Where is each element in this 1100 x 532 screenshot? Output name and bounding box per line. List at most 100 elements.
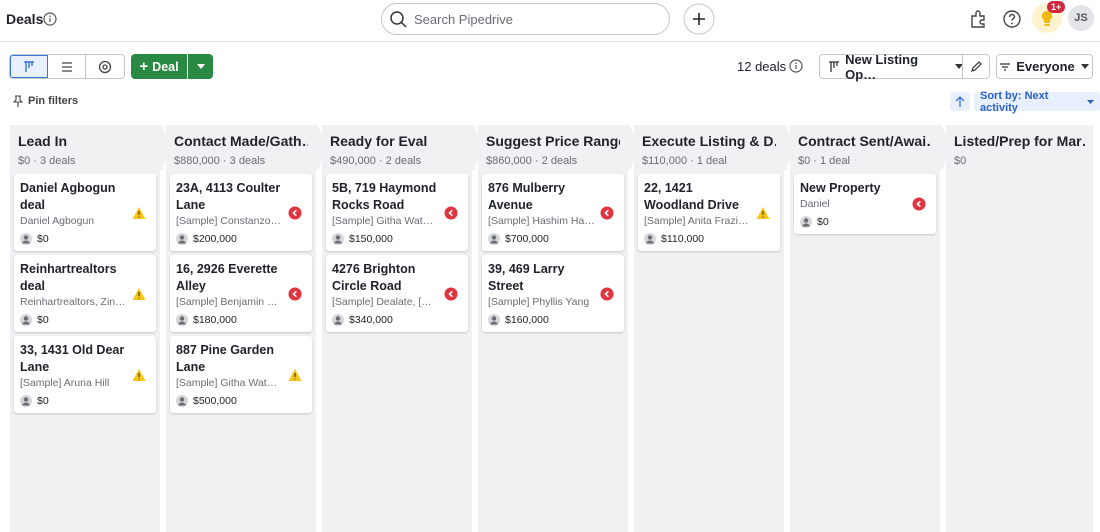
add-deal-menu[interactable]: [188, 54, 213, 79]
status-icon: [756, 206, 770, 219]
search-placeholder: Search Pipedrive: [414, 12, 513, 27]
owner-body: [22, 240, 30, 244]
owner-body: [22, 402, 30, 406]
deal-card[interactable]: 33, 1431 Old Dear Lane [Sample] Aruna Hil…: [14, 336, 156, 413]
status-icon: [132, 368, 146, 381]
stage-header: Listed/Prep for Mar… $0: [946, 125, 1093, 170]
deal-person: [Sample] Githa Wat…: [332, 215, 434, 227]
deal-value: $150,000: [349, 233, 393, 245]
deal-person: [Sample] Anita Frazi…: [644, 215, 749, 227]
deal-person: Reinhartrealtors, Zin…: [20, 296, 126, 308]
tips-button[interactable]: 1+: [1032, 1, 1066, 33]
owner-body: [490, 321, 498, 325]
info-icon[interactable]: [43, 12, 57, 26]
deal-person: [Sample] Githa Wat…: [176, 377, 278, 389]
pin-icon: [13, 95, 23, 107]
deal-value-row: $150,000: [332, 233, 438, 245]
stage-summary: $0 · 3 deals: [18, 155, 76, 167]
deal-card[interactable]: 22, 1421 Woodland Drive [Sample] Anita Fr…: [638, 174, 780, 251]
sort-label: Sort by: Next activity: [980, 89, 1049, 114]
help-icon[interactable]: [1002, 9, 1022, 29]
deal-person: [Sample] Phyllis Yang: [488, 296, 590, 308]
stage-name: Lead In: [18, 133, 68, 149]
deal-value-row: $340,000: [332, 314, 438, 326]
filter-name: Everyone: [1016, 59, 1075, 74]
deal-person: [Sample] Dealate, […: [332, 296, 432, 308]
deal-card[interactable]: Reinhartrealtors deal Reinhartrealtors, Z…: [14, 255, 156, 332]
deal-person: [Sample] Aruna Hill: [20, 377, 110, 389]
deal-card[interactable]: 5B, 719 Haymond Rocks Road [Sample] Githa…: [326, 174, 468, 251]
board-view[interactable]: [10, 55, 48, 78]
stage-column: Execute Listing & D… $110,000 · 1 deal 22,…: [634, 125, 794, 532]
status-icon: [288, 206, 302, 219]
deal-card[interactable]: New Property Daniel $0: [794, 174, 936, 234]
deal-value-row: $160,000: [488, 314, 594, 326]
deal-value-row: $0: [20, 314, 126, 326]
stage-header: Ready for Eval $490,000 · 2 deals: [322, 125, 472, 170]
overdue-circle: [288, 206, 302, 219]
arrow-shape: [784, 125, 794, 170]
deal-person: Daniel Agbogun: [20, 215, 95, 227]
pin-filters-label: Pin filters: [28, 95, 79, 107]
stage-summary: $0 · 1 deal: [798, 155, 850, 167]
deal-card[interactable]: 39, 469 Larry Street [Sample] Phyllis Yan…: [482, 255, 624, 332]
owner-head: [803, 218, 809, 223]
board-icon: [24, 60, 34, 72]
count-info-icon[interactable]: [789, 59, 803, 73]
stage-column: Ready for Eval $490,000 · 2 deals 5B, 719 …: [322, 125, 482, 532]
stage-column: Contract Sent/Awai… $0 · 1 deal New Proper…: [790, 125, 950, 532]
search-box[interactable]: Search Pipedrive: [381, 3, 670, 35]
overdue-circle: [600, 287, 614, 300]
sort-direction[interactable]: [950, 92, 970, 111]
stage-name: Execute Listing & D…: [642, 133, 776, 149]
deal-card[interactable]: 23A, 4113 Coulter Lane [Sample] Constanzo…: [170, 174, 312, 251]
deal-card[interactable]: 876 Mulberry Avenue [Sample] Hashim Ha… $7…: [482, 174, 624, 251]
overdue-circle: [912, 197, 926, 211]
deal-title: 22, 1421 Woodland Drive: [644, 181, 739, 212]
deal-value-row: $700,000: [488, 233, 594, 245]
deal-title: 33, 1431 Old Dear Lane: [20, 343, 125, 374]
sort-select[interactable]: Sort by: Next activity: [974, 89, 1100, 114]
caret: [1087, 99, 1094, 104]
overdue-chevron: [448, 290, 453, 297]
edit-pipeline[interactable]: [962, 54, 990, 79]
caret: [196, 64, 205, 69]
extensions-icon[interactable]: [968, 9, 988, 29]
add-button[interactable]: [683, 3, 715, 35]
pipeline-icon: [829, 60, 839, 72]
stage-header: Lead In $0 · 3 deals: [10, 125, 160, 170]
pencil-icon: [971, 60, 982, 72]
deal-person: [Sample] Hashim Ha…: [488, 215, 594, 227]
deal-title: 876 Mulberry Avenue: [488, 181, 566, 212]
deal-card[interactable]: 4276 Brighton Circle Road [Sample] Dealat…: [326, 255, 468, 332]
forecast-icon: [98, 60, 112, 73]
stage-column: Contact Made/Gath… $880,000 · 3 deals 23A,…: [166, 125, 326, 532]
search-icon: [390, 11, 407, 28]
user-avatar[interactable]: JS: [1068, 5, 1094, 31]
owner-body: [178, 321, 186, 325]
stage-summary: $0: [954, 155, 967, 167]
pin-filters[interactable]: Pin filters: [13, 95, 78, 107]
status-icon: [600, 287, 614, 300]
forecast-view[interactable]: [86, 55, 124, 78]
owner-icon: [332, 314, 344, 326]
overdue-circle: [600, 206, 614, 219]
owner-icon: [176, 395, 188, 407]
pipeline-board: Lead In $0 · 3 deals Daniel Agbogun deal Da…: [10, 125, 1093, 532]
owner-icon: [332, 233, 344, 245]
owner-icon: [800, 216, 812, 228]
deal-card[interactable]: 887 Pine Garden Lane [Sample] Githa Wat… $…: [170, 336, 312, 413]
add-deal-button[interactable]: + Deal: [131, 54, 187, 79]
stage-summary: $490,000 · 2 deals: [330, 155, 422, 167]
filter-select[interactable]: Everyone: [996, 54, 1093, 79]
pipeline-select[interactable]: New Listing Op…: [819, 52, 963, 82]
deal-card[interactable]: 16, 2926 Everette Alley [Sample] Benjamin…: [170, 255, 312, 332]
deal-person: [Sample] Constanzo…: [176, 215, 282, 227]
deal-card[interactable]: Daniel Agbogun deal Daniel Agbogun $0: [14, 174, 156, 251]
deal-value: $340,000: [349, 314, 393, 326]
overdue-chevron: [448, 209, 453, 216]
arrow-shape: [316, 125, 326, 170]
list-view[interactable]: [48, 55, 86, 78]
owner-head: [491, 316, 497, 321]
deal-value-row: $180,000: [176, 314, 282, 326]
